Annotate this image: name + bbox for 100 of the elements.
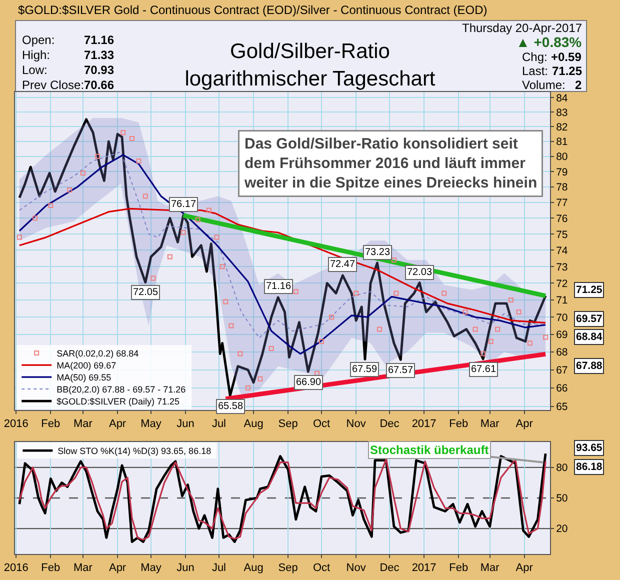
x-tick-label: 2017 (412, 418, 436, 430)
point (329, 314, 334, 320)
x-tick-label: Feb (449, 562, 468, 574)
y-tick-label: 75 (556, 228, 568, 241)
text: 70.93 (84, 63, 114, 77)
point (238, 351, 243, 356)
point (543, 334, 548, 340)
point (80, 170, 86, 176)
line-series (18, 208, 546, 324)
x-tick-label: Mar (74, 418, 93, 430)
point (67, 187, 72, 192)
point (223, 299, 228, 304)
y-tick-label: 71 (556, 294, 568, 307)
annotation: 67.88 (576, 360, 602, 372)
legend-label: BB(20,2.0) 67.88 - 69.57 - 71.26 (56, 384, 186, 395)
legend-label: MA(200) 69.67 (56, 360, 116, 371)
y-tick-label: 67 (556, 364, 568, 376)
x-tick-label: Jul (212, 418, 226, 430)
point (516, 309, 522, 314)
annotation: 67.59 (352, 364, 378, 375)
y-tick-label: 84 (556, 92, 568, 104)
x-tick-label: Mar (480, 562, 500, 574)
text: 71.25 (552, 64, 582, 78)
x-tick-label: Feb (449, 418, 468, 430)
legend-label: SAR(0.02,0.2) 68.84 (56, 348, 139, 359)
annotation: 73.23 (365, 247, 390, 258)
chart-title: Gold/Silber-Ratio logarithmischer Tageschart (184, 40, 436, 90)
point (376, 326, 382, 332)
text: Last: (522, 64, 548, 78)
annotation: 86.18 (576, 461, 602, 473)
annotation: 68.84 (576, 331, 602, 343)
text: ▲ +0.83% (516, 34, 582, 50)
point (391, 258, 396, 263)
x-tick-label: Aug (244, 418, 264, 430)
annotation: 72.03 (407, 267, 432, 278)
x-tick-label: Jun (176, 562, 194, 574)
x-tick-label: Feb (41, 418, 60, 430)
annotation: 67.61 (471, 364, 496, 375)
annotation: 72.05 (133, 287, 158, 298)
y-tick-label: 72 (556, 278, 568, 290)
point (206, 208, 212, 213)
annotation: 72.47 (330, 259, 356, 270)
x-tick-label: Mar (480, 418, 500, 430)
point (220, 264, 225, 270)
y-tick-label: 83 (556, 106, 568, 119)
x-tick-label: 2017 (412, 562, 436, 574)
text: High: (22, 48, 50, 62)
point (136, 158, 142, 164)
x-tick-label: May (140, 418, 162, 430)
x-tick-label: Apr (108, 418, 126, 430)
text: Volume: (522, 78, 566, 92)
text: 2 (575, 78, 582, 92)
point (94, 154, 100, 159)
text: Prev Close: (22, 78, 84, 92)
text: 70.66 (84, 78, 114, 92)
point (394, 290, 399, 296)
annotation: 67.57 (388, 365, 414, 376)
x-tick-label: Mar (74, 562, 93, 574)
point (16, 234, 22, 240)
y-tick-label: 50 (556, 492, 568, 505)
text: 71.33 (84, 48, 114, 62)
point (195, 217, 200, 222)
point (319, 338, 324, 344)
x-tick-label: Jun (176, 418, 194, 430)
point (120, 130, 126, 136)
y-tick-label: 20 (556, 523, 568, 536)
point (142, 194, 148, 199)
point (462, 309, 468, 314)
point (258, 376, 263, 382)
x-tick-label: Sep (278, 418, 298, 430)
chart-subtitle: $GOLD:$SILVER Gold - Continuous Contract (EOD)/Silver - Continuous Contract (EOD) (18, 3, 488, 17)
point (527, 340, 532, 346)
x-tick-label: Apr (516, 562, 534, 574)
point (32, 216, 38, 221)
x-tick-label: Oct (312, 418, 330, 430)
y-tick-label: 69 (556, 329, 568, 342)
text: Open: (22, 33, 55, 47)
y-tick-label: 70 (556, 312, 568, 324)
legend-label: Slow STO %K(14) %D(3) 93.65, 86.18 (58, 446, 212, 456)
x-tick-label: May (140, 562, 162, 574)
point (495, 326, 500, 332)
x-tick-label: Feb (41, 562, 60, 574)
point (245, 385, 250, 390)
x-tick-label: Dec (380, 562, 400, 574)
annotation: 69.57 (576, 313, 602, 325)
point (48, 203, 54, 208)
annotation: 93.65 (576, 442, 602, 454)
legend-label: MA(50) 69.55 (56, 372, 112, 383)
y-tick-label: 80 (556, 462, 568, 474)
point (130, 136, 135, 142)
x-tick-label: Apr (516, 418, 534, 430)
annotation: Stochastik überkauft (370, 443, 489, 457)
y-tick-label: 74 (556, 244, 568, 257)
x-tick-label: Apr (108, 562, 126, 574)
point (480, 351, 486, 356)
point (150, 276, 156, 281)
point (228, 323, 234, 328)
annotation: 71.16 (266, 281, 292, 292)
point (180, 230, 186, 235)
point (472, 326, 478, 332)
